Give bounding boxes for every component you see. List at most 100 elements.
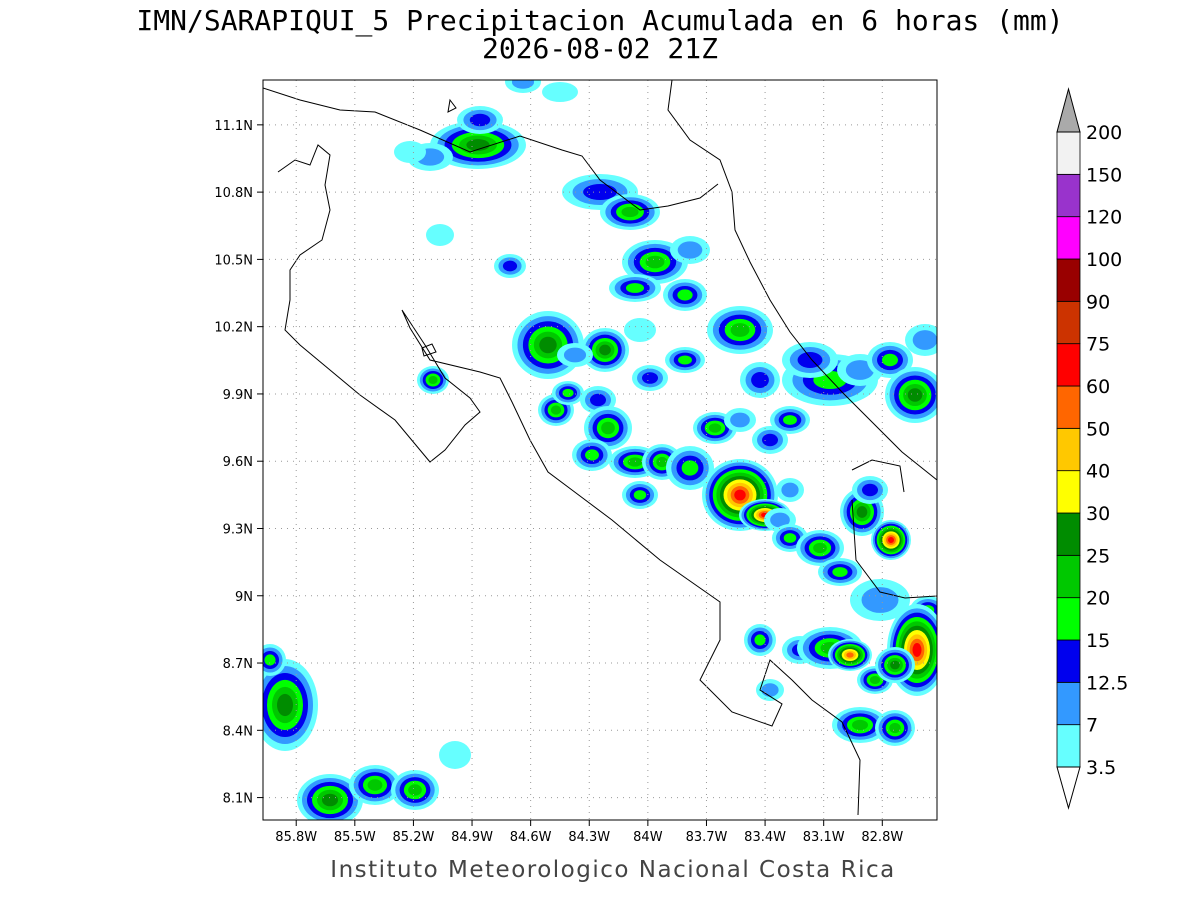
x-tick-label: 82.8W [861, 830, 903, 845]
colorbar-label: 60 [1086, 376, 1110, 398]
precip-area [625, 283, 645, 293]
y-tick-label: 10.8N [214, 186, 253, 201]
precip-area [813, 542, 827, 554]
colorbar-label: 120 [1086, 207, 1122, 229]
precip-area [408, 784, 422, 796]
x-tick-label: 85.5W [334, 830, 376, 845]
colorbar-label: 12.5 [1086, 672, 1128, 694]
colorbar-label: 200 [1086, 122, 1122, 144]
precip-area [730, 323, 750, 337]
x-tick-label: 84.6W [510, 830, 552, 845]
x-tick-label: 83.1W [803, 830, 845, 845]
colorbar-swatch [1056, 470, 1081, 514]
precip-area [322, 793, 338, 807]
precip-area [761, 683, 779, 697]
colorbar-under [1056, 766, 1081, 810]
colorbar-swatch [1056, 512, 1081, 556]
x-tick-label: 84.9W [451, 830, 493, 845]
precip-area [627, 457, 643, 467]
precip-area [912, 330, 937, 350]
precip-area [428, 376, 438, 384]
coastline [851, 459, 905, 493]
precip-area [502, 260, 518, 272]
precip-area [677, 289, 693, 301]
y-tick-label: 9.6N [223, 455, 253, 470]
precip-area [367, 779, 383, 791]
precip-area [550, 405, 562, 415]
precip-area [469, 113, 491, 127]
precip-area [797, 352, 823, 368]
colorbar-label: 15 [1086, 630, 1110, 652]
x-tick-label: 85.8W [275, 830, 317, 845]
precip-area [439, 741, 471, 769]
precip-area [562, 388, 574, 398]
colorbar-swatch [1056, 724, 1081, 768]
colorbar-label: 7 [1086, 715, 1098, 737]
coastline [851, 499, 937, 599]
precip-area [633, 490, 647, 500]
precip-area [862, 483, 878, 497]
precip-area [869, 676, 881, 684]
precip-area [599, 344, 611, 356]
precip-area [585, 449, 599, 461]
precip-area [762, 433, 778, 447]
subtitle: 2026-08-02 21Z [482, 32, 718, 65]
colorbar-label: 50 [1086, 418, 1110, 440]
precip-area [681, 460, 699, 476]
precip-area [751, 372, 769, 388]
precip-area [890, 660, 900, 670]
colorbar-swatch [1056, 343, 1081, 387]
title: IMN/SARAPIQUI_5 Precipitacion Acumulada … [136, 4, 1063, 38]
colorbar-label: 25 [1086, 545, 1110, 567]
colorbar-swatch [1056, 385, 1081, 429]
colorbar-label: 20 [1086, 588, 1110, 610]
colorbar-swatch [1056, 681, 1081, 726]
colorbar-label: 3.5 [1086, 757, 1116, 779]
colorbar-swatch [1056, 258, 1081, 302]
precip-area [907, 388, 923, 402]
colorbar-swatch [1056, 131, 1081, 175]
precip-area [708, 423, 722, 433]
precip-area [783, 415, 797, 425]
precip-area [539, 336, 557, 354]
precip-area [734, 489, 746, 501]
y-tick-label: 10.5N [214, 253, 253, 268]
precip-area [832, 567, 848, 577]
colorbar-swatch [1056, 300, 1081, 345]
precip-area [590, 393, 606, 407]
coastline [277, 144, 861, 816]
colorbar-label: 30 [1086, 503, 1110, 525]
precip-area [856, 506, 868, 518]
precip-area [394, 141, 426, 163]
x-tick-label: 84.3W [568, 830, 610, 845]
coastline [667, 80, 937, 481]
precip-field [263, 80, 937, 820]
footer: Instituto Meteorologico Nacional Costa R… [330, 857, 895, 883]
colorbar-label: 100 [1086, 249, 1122, 271]
plot-area: 85.8W 85.5W 85.2W 84.9W 84.6W 84.3W 84W 83.7W 83… [214, 79, 938, 845]
precip-area [754, 634, 766, 646]
precip-area [264, 654, 276, 666]
precip-area [781, 482, 799, 498]
plot-frame [262, 79, 938, 821]
x-tick-label: 83.4W [744, 830, 786, 845]
precip-area [861, 587, 899, 613]
precip-area [624, 318, 656, 342]
coastline [263, 87, 719, 211]
precip-area [887, 536, 895, 544]
coastline [421, 343, 437, 357]
precip-area [642, 372, 658, 384]
precip-area [621, 206, 639, 218]
precip-area [563, 347, 587, 363]
x-tick-label: 83.7W [686, 830, 728, 845]
precip-area [770, 512, 790, 528]
y-tick-label: 9N [235, 590, 253, 605]
x-tick-label: 84W [633, 830, 663, 845]
precip-area [542, 82, 578, 102]
precip-area [783, 533, 797, 543]
precip-area [277, 693, 293, 717]
y-tick-label: 9.3N [223, 522, 253, 537]
precip-area [846, 652, 854, 658]
colorbar-over [1056, 87, 1081, 133]
